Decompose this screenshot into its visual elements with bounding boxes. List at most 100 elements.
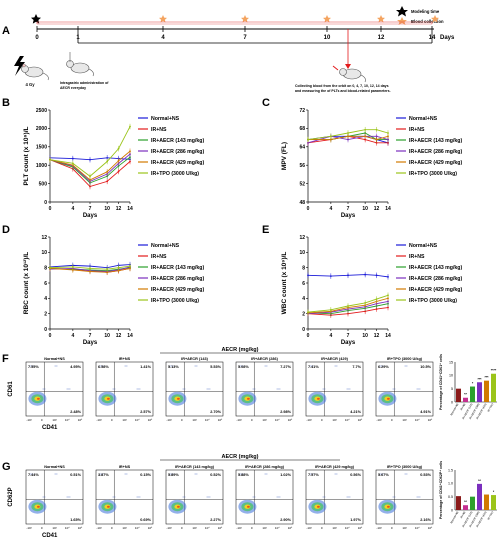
flow-plot-frame (25, 361, 84, 417)
data-point (89, 158, 91, 161)
data-point (129, 153, 131, 156)
x-tick-label: 10 (362, 333, 368, 339)
quadrant-ul: 5.13% (168, 365, 179, 369)
legend-label: IR+AECR (143 mg/kg) (151, 265, 204, 271)
bar-category: IR+TPO (486, 511, 494, 521)
series-line-2 (307, 303, 389, 315)
flow-plots-g: CD62P CD41 Normal+NS 7.44% 0.51% 1.65% -10³ 0 10… (8, 465, 434, 539)
legend-label: IR+AECR (143 mg/kg) (409, 265, 462, 271)
flow-plot-frame (165, 361, 224, 417)
quadrant-lr: 2.48% (70, 410, 81, 414)
flow-event (55, 365, 57, 367)
bar-significance: ** (464, 500, 467, 504)
x-tick-label: 14 (385, 333, 391, 339)
data-point (347, 305, 349, 307)
flow-x-tick: -10³ (306, 418, 311, 422)
data-point (71, 266, 74, 268)
flow-event (312, 473, 314, 475)
panel-e: E 0 2 4 6 8 10 12 0 4 7 10 12 14 Days WBC count (x 10⁹… (262, 224, 462, 346)
data-point (329, 308, 332, 311)
flow-event (170, 473, 172, 475)
quadrant-ur: 0.51% (70, 473, 81, 477)
density-peak (247, 397, 250, 400)
x-tick-label: 12 (116, 333, 122, 339)
legend-label: IR+AECR (286 mg/kg) (151, 276, 204, 282)
data-point (375, 274, 378, 277)
bar (484, 380, 489, 402)
bar (456, 388, 461, 402)
flow-event (207, 388, 209, 390)
data-point (307, 311, 309, 314)
flow-event (254, 496, 256, 498)
flow-x-tick: 0 (391, 418, 393, 422)
flow-x-tick: -10³ (166, 526, 171, 530)
flow-x-tick: 0 (181, 418, 183, 422)
data-point (364, 310, 367, 313)
flow-event (312, 365, 314, 367)
flow-event (55, 473, 57, 475)
bar-category: Normal+NS (449, 510, 459, 524)
quadrant-lr: 4.21% (350, 410, 361, 414)
quadrant-ur: 0.52% (210, 473, 221, 477)
flow-event (324, 388, 326, 390)
flow-plot-title: IR+AECR (429 mg/kg) (315, 465, 355, 469)
data-point (117, 170, 120, 173)
data-point (364, 135, 367, 138)
data-point (117, 269, 120, 272)
flow-event (182, 496, 184, 498)
flow-event (253, 388, 255, 390)
flow-event (380, 365, 382, 367)
data-point (106, 156, 109, 159)
bar-y-tick: 0 (451, 400, 453, 404)
y-tick-label: 0 (302, 327, 305, 333)
flow-event (102, 365, 104, 367)
timeline-tick-10: 10 (324, 35, 331, 41)
flow-x-tick: 10³ (192, 418, 196, 422)
aecr-header-f: AECR (mg/kg) (222, 347, 259, 353)
x-tick-label: 7 (89, 333, 92, 339)
quadrant-lr: 2.16% (420, 518, 431, 522)
flow-event (126, 473, 128, 475)
flow-x-tick: 10⁵ (148, 418, 153, 422)
bar-y-tick: 10 (449, 374, 453, 378)
quadrant-ur: 7.27% (280, 365, 291, 369)
mouse-gavage-icon (66, 52, 94, 77)
flow-event (124, 473, 126, 475)
flow-event (30, 473, 32, 475)
flow-event (418, 388, 420, 390)
timeline-tick-labels: 0 1 4 7 10 12 14 (35, 35, 436, 41)
flow-event (169, 365, 171, 367)
data-point (375, 308, 378, 310)
flow-event (124, 365, 126, 367)
flow-event (335, 365, 337, 367)
data-point (129, 156, 131, 159)
flow-x-tick: 0 (321, 526, 323, 530)
flow-event (241, 473, 243, 475)
flow-event (31, 365, 33, 367)
quadrant-ur: 4.95% (70, 365, 81, 369)
flow-y-title: CD61 (8, 381, 14, 397)
y-tick-label: 10 (299, 250, 305, 256)
flow-event (309, 473, 311, 475)
flow-plot-title: IR+AECR (143 mg/kg) (175, 465, 215, 469)
y-tick-label: 48 (299, 200, 305, 206)
legend-label: IR+AECR (143 mg/kg) (151, 138, 204, 144)
flow-event (113, 496, 115, 498)
flow-event (195, 473, 197, 475)
quadrant-ul: 7.57% (308, 473, 319, 477)
flow-event (266, 473, 268, 475)
flow-x-tick: 10⁴ (135, 418, 140, 422)
quadrant-ur: 1.02% (280, 473, 291, 477)
density-peak (317, 397, 320, 400)
quadrant-ul: 3.87% (98, 473, 109, 477)
panel-label-b: B (2, 97, 10, 109)
data-point (129, 125, 131, 128)
data-point (106, 271, 109, 274)
flow-event (380, 473, 382, 475)
flow-event (113, 388, 115, 390)
flow-plot-title: IR+TPO (3000 U/kg) (387, 357, 423, 361)
flow-event (242, 473, 244, 475)
flow-x-tick: 10⁴ (415, 526, 420, 530)
x-tick-label: 10 (104, 333, 110, 339)
flow-plot-frame (235, 361, 294, 417)
